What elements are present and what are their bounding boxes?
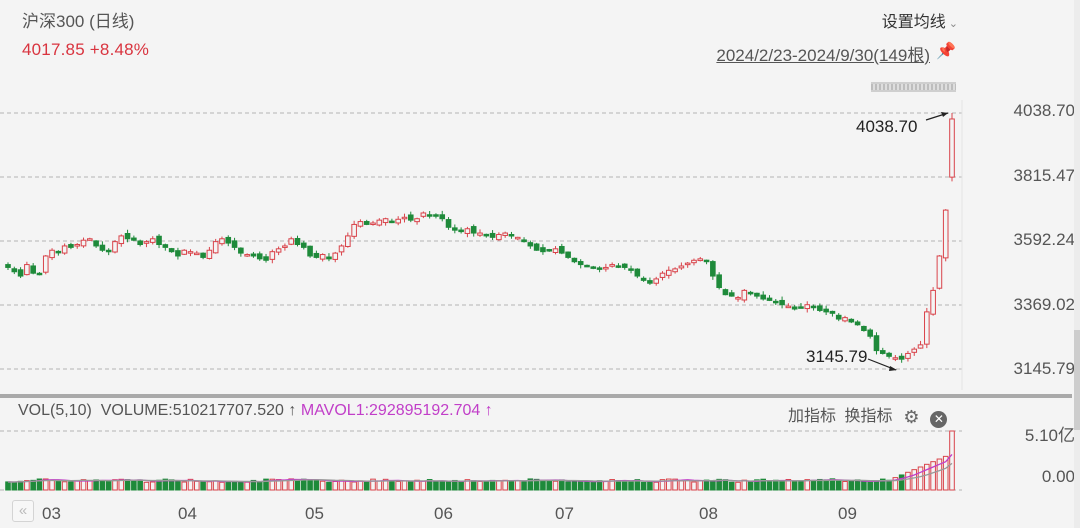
chevron-down-icon: ⌄ xyxy=(948,18,958,30)
price-axis-label: 4038.70 xyxy=(1013,101,1075,120)
up-arrow-icon: ↑ xyxy=(288,402,297,419)
index-title: 沪深300 (日线) xyxy=(22,12,135,31)
price-axis-label: 3145.79 xyxy=(1013,359,1075,378)
volume-value: VOLUME:510217707.520 xyxy=(100,402,284,419)
price-axis-label: 3369.02 xyxy=(1013,295,1075,314)
month-tick: 06 xyxy=(434,504,453,523)
indicator-name: VOL(5,10) xyxy=(18,402,92,419)
price-axis-label: 3592.24 xyxy=(1013,230,1075,249)
price-axis-label: 3815.47 xyxy=(1013,166,1075,185)
high-annotation: 4038.70 xyxy=(856,117,918,136)
price-quote: 4017.85 +8.48% xyxy=(22,40,149,60)
range-slider-handle[interactable] xyxy=(871,82,956,92)
volume-axis-top: 5.10亿 xyxy=(1024,426,1075,445)
indicator-tools: 加指标 换指标 ⚙ ✕ xyxy=(788,402,948,428)
date-range-link[interactable]: 2024/2/23-2024/9/30(149根) xyxy=(716,46,930,65)
panel-divider[interactable] xyxy=(0,394,1072,398)
month-tick: 09 xyxy=(838,504,857,523)
up-arrow-icon: ↑ xyxy=(484,402,493,419)
gear-icon[interactable]: ⚙ xyxy=(903,407,920,427)
ma-setting-dropdown[interactable]: 设置均线 ⌄ xyxy=(882,8,958,32)
month-tick: 05 xyxy=(305,504,324,523)
volume-axis-bottom: 0.00 xyxy=(1041,467,1075,486)
scroll-left-button[interactable]: « xyxy=(12,500,34,522)
month-tick: 03 xyxy=(42,504,61,523)
volume-indicator-header: VOL(5,10) VOLUME:510217707.520 ↑ MAVOL1:… xyxy=(18,402,493,420)
month-tick: 08 xyxy=(699,504,718,523)
ma-setting-label: 设置均线 xyxy=(881,14,946,31)
scrollbar-thumb[interactable] xyxy=(1074,330,1080,430)
close-icon[interactable]: ✕ xyxy=(930,411,948,428)
add-indicator-button[interactable]: 加指标 xyxy=(788,408,837,425)
pin-icon[interactable]: 📌 xyxy=(936,43,956,60)
month-tick: 07 xyxy=(555,504,574,523)
month-tick: 04 xyxy=(178,504,197,523)
low-annotation: 3145.79 xyxy=(806,347,868,366)
mavol-value: MAVOL1:292895192.704 xyxy=(300,402,481,419)
switch-indicator-button[interactable]: 换指标 xyxy=(844,408,893,425)
vertical-scrollbar[interactable] xyxy=(1074,0,1080,528)
last-price: 4017.85 xyxy=(22,40,85,59)
change-percent: +8.48% xyxy=(89,40,150,59)
